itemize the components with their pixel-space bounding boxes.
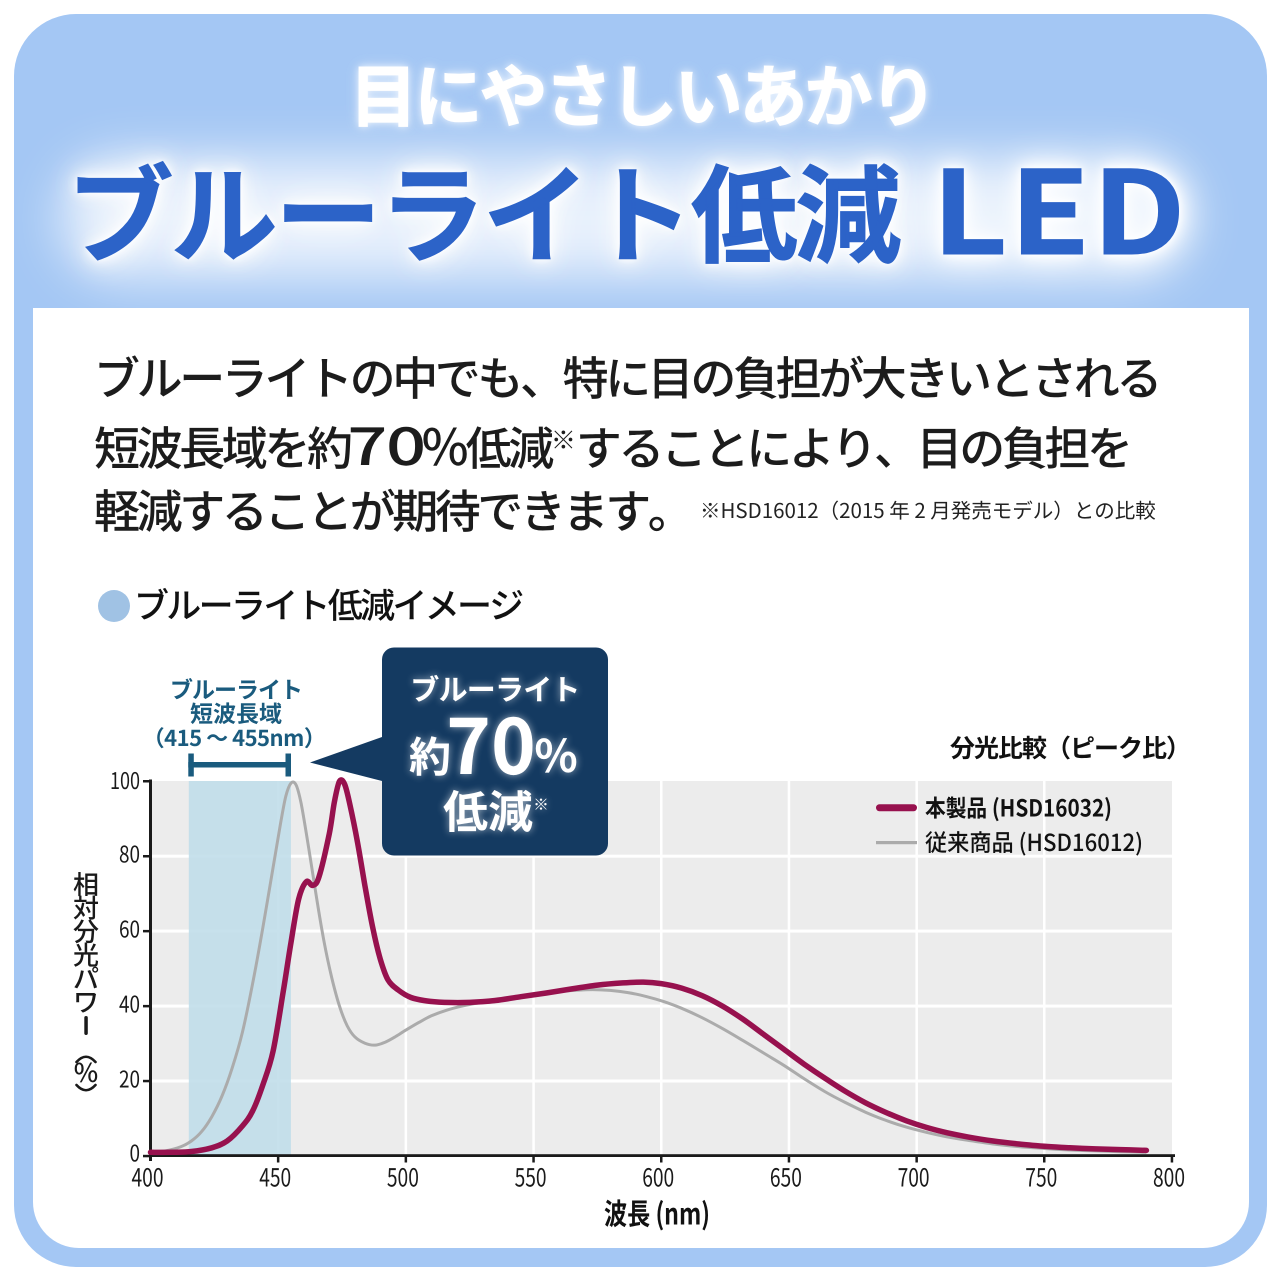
svg-text:0: 0 xyxy=(130,1135,141,1169)
svg-text:60: 60 xyxy=(119,911,140,945)
svg-text:約: 約 xyxy=(409,724,451,785)
svg-text:550: 550 xyxy=(515,1159,547,1195)
svg-text:500: 500 xyxy=(387,1159,419,1195)
svg-text:波長 (nm): 波長 (nm) xyxy=(604,1192,710,1234)
svg-text:ワ: ワ xyxy=(73,983,99,1020)
svg-text:パ: パ xyxy=(73,959,99,996)
svg-text:分: 分 xyxy=(73,912,99,949)
svg-text:400: 400 xyxy=(132,1159,164,1195)
svg-text:%: % xyxy=(534,720,577,785)
svg-text:750: 750 xyxy=(1025,1159,1057,1195)
svg-text:光: 光 xyxy=(73,936,99,973)
svg-text:650: 650 xyxy=(770,1159,802,1195)
svg-text:分光比較（ピーク比）: 分光比較（ピーク比） xyxy=(950,729,1190,765)
svg-text:ブルーライト: ブルーライト xyxy=(170,671,302,705)
svg-text:%: % xyxy=(74,1053,98,1090)
svg-text:80: 80 xyxy=(119,836,140,870)
svg-text:40: 40 xyxy=(119,986,140,1020)
svg-text:相: 相 xyxy=(73,865,99,902)
svg-text:20: 20 xyxy=(119,1061,140,1095)
svg-text:本製品 (HSD16032): 本製品 (HSD16032) xyxy=(925,790,1112,824)
svg-text:ブルーライト: ブルーライト xyxy=(410,667,579,709)
svg-text:100: 100 xyxy=(110,762,140,796)
svg-text:（415 ～ 455nm）: （415 ～ 455nm） xyxy=(143,721,326,753)
svg-text:低減: 低減 xyxy=(443,776,533,841)
svg-text:短波長域: 短波長域 xyxy=(190,695,282,729)
svg-text:※: ※ xyxy=(533,793,549,815)
svg-text:従来商品 (HSD16012): 従来商品 (HSD16012) xyxy=(925,824,1143,858)
svg-text:70: 70 xyxy=(446,686,536,796)
svg-text:450: 450 xyxy=(259,1159,291,1195)
svg-text:対: 対 xyxy=(73,889,99,926)
svg-text:600: 600 xyxy=(642,1159,674,1195)
svg-text:800: 800 xyxy=(1153,1159,1185,1195)
svg-text:700: 700 xyxy=(898,1159,930,1195)
